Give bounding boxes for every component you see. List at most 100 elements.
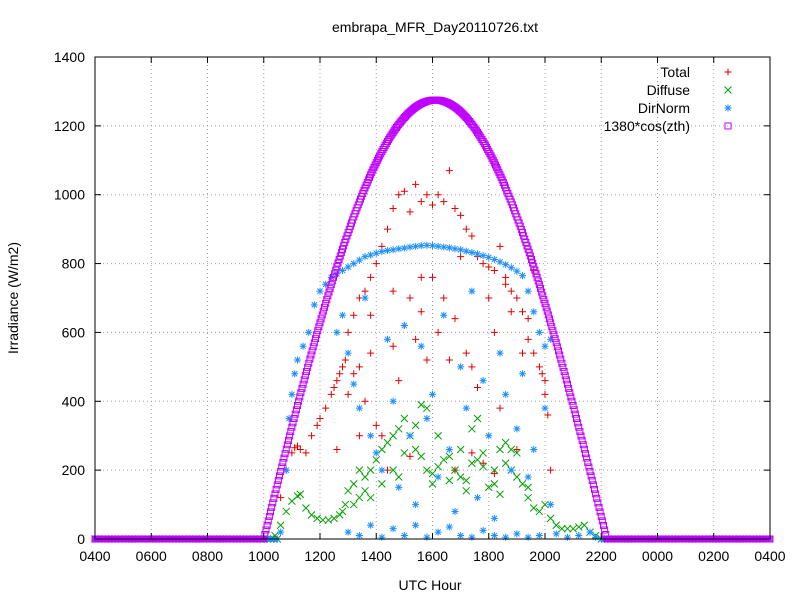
data-point bbox=[457, 532, 465, 540]
data-point bbox=[417, 452, 426, 461]
data-point bbox=[295, 397, 303, 405]
y-tick-label: 1400 bbox=[54, 49, 85, 65]
data-point bbox=[287, 428, 295, 436]
data-point bbox=[496, 349, 504, 357]
data-point bbox=[355, 432, 363, 440]
data-point bbox=[490, 514, 498, 522]
data-point bbox=[445, 356, 453, 364]
y-tick-label: 1000 bbox=[54, 187, 85, 203]
data-point bbox=[550, 331, 558, 339]
data-point bbox=[492, 161, 499, 169]
data-point bbox=[486, 150, 494, 158]
data-point bbox=[279, 459, 287, 467]
data-point bbox=[366, 466, 375, 474]
data-point bbox=[400, 187, 408, 195]
data-point bbox=[423, 241, 431, 249]
data-point bbox=[344, 390, 352, 398]
data-point bbox=[552, 521, 561, 530]
legend-item: DirNorm bbox=[638, 100, 732, 116]
legend-label: 1380*cos(zth) bbox=[604, 118, 690, 134]
data-point bbox=[389, 342, 397, 350]
data-point bbox=[524, 473, 532, 481]
data-point bbox=[485, 263, 493, 271]
data-point bbox=[289, 419, 297, 427]
data-point bbox=[411, 445, 420, 454]
data-point bbox=[384, 225, 391, 233]
data-point bbox=[277, 494, 285, 502]
data-point bbox=[507, 466, 515, 474]
data-point bbox=[412, 501, 420, 509]
data-point bbox=[574, 419, 582, 427]
data-point bbox=[502, 280, 510, 288]
data-point bbox=[493, 163, 501, 171]
data-point bbox=[423, 533, 431, 541]
data-point bbox=[490, 532, 498, 540]
data-point bbox=[366, 493, 375, 502]
legend-item: Diffuse bbox=[647, 82, 732, 98]
data-point bbox=[544, 311, 552, 319]
data-point bbox=[367, 311, 375, 319]
data-point bbox=[474, 494, 481, 502]
data-point bbox=[395, 191, 403, 199]
data-point bbox=[479, 377, 487, 385]
data-point bbox=[474, 250, 481, 258]
data-point bbox=[462, 225, 470, 233]
data-point bbox=[292, 406, 300, 414]
data-point bbox=[282, 466, 290, 474]
data-point bbox=[273, 481, 281, 489]
data-point bbox=[445, 244, 453, 252]
data-point bbox=[576, 428, 584, 436]
data-point bbox=[350, 260, 358, 268]
data-point bbox=[328, 277, 336, 285]
data-point bbox=[570, 406, 578, 414]
data-point bbox=[322, 404, 330, 412]
data-point bbox=[591, 485, 598, 493]
data-point bbox=[531, 266, 539, 274]
data-point bbox=[513, 425, 521, 433]
data-point bbox=[544, 411, 552, 419]
data-point bbox=[575, 423, 583, 431]
x-tick-label: 0600 bbox=[136, 548, 167, 564]
data-point bbox=[299, 380, 307, 388]
data-point bbox=[339, 311, 346, 319]
data-point bbox=[429, 242, 436, 250]
series-cos-zth bbox=[91, 96, 774, 543]
data-point bbox=[355, 493, 364, 502]
data-point bbox=[519, 370, 526, 378]
data-point bbox=[277, 528, 285, 536]
data-point bbox=[344, 328, 352, 336]
data-point bbox=[383, 438, 392, 447]
data-point bbox=[423, 404, 431, 413]
data-point bbox=[564, 380, 571, 388]
data-point bbox=[595, 503, 603, 511]
data-point bbox=[332, 266, 340, 274]
data-point bbox=[325, 288, 333, 296]
data-point bbox=[462, 349, 470, 357]
data-point bbox=[434, 242, 442, 250]
data-point bbox=[474, 384, 481, 392]
data-point bbox=[583, 454, 591, 462]
data-point bbox=[316, 319, 324, 327]
data-point bbox=[457, 363, 465, 371]
data-point bbox=[592, 533, 600, 541]
data-point bbox=[296, 490, 305, 499]
data-point bbox=[291, 410, 299, 418]
data-point bbox=[502, 390, 510, 398]
data-point bbox=[457, 211, 465, 219]
data-point bbox=[321, 303, 328, 311]
data-point bbox=[341, 500, 350, 509]
x-tick-label: 0800 bbox=[192, 548, 223, 564]
data-point bbox=[543, 307, 551, 315]
data-point bbox=[349, 480, 358, 488]
data-point bbox=[513, 267, 521, 275]
data-point bbox=[541, 404, 549, 412]
data-point bbox=[518, 480, 527, 488]
data-point bbox=[557, 355, 565, 363]
data-point bbox=[271, 531, 279, 540]
data-point bbox=[555, 347, 562, 355]
data-point bbox=[530, 349, 538, 357]
axis-ticks: 0400 0600 0800 1000 1200 1400 1600 1800 2000 2200… bbox=[54, 49, 786, 564]
data-point bbox=[372, 449, 380, 457]
data-point bbox=[593, 494, 601, 502]
data-point bbox=[563, 524, 572, 533]
